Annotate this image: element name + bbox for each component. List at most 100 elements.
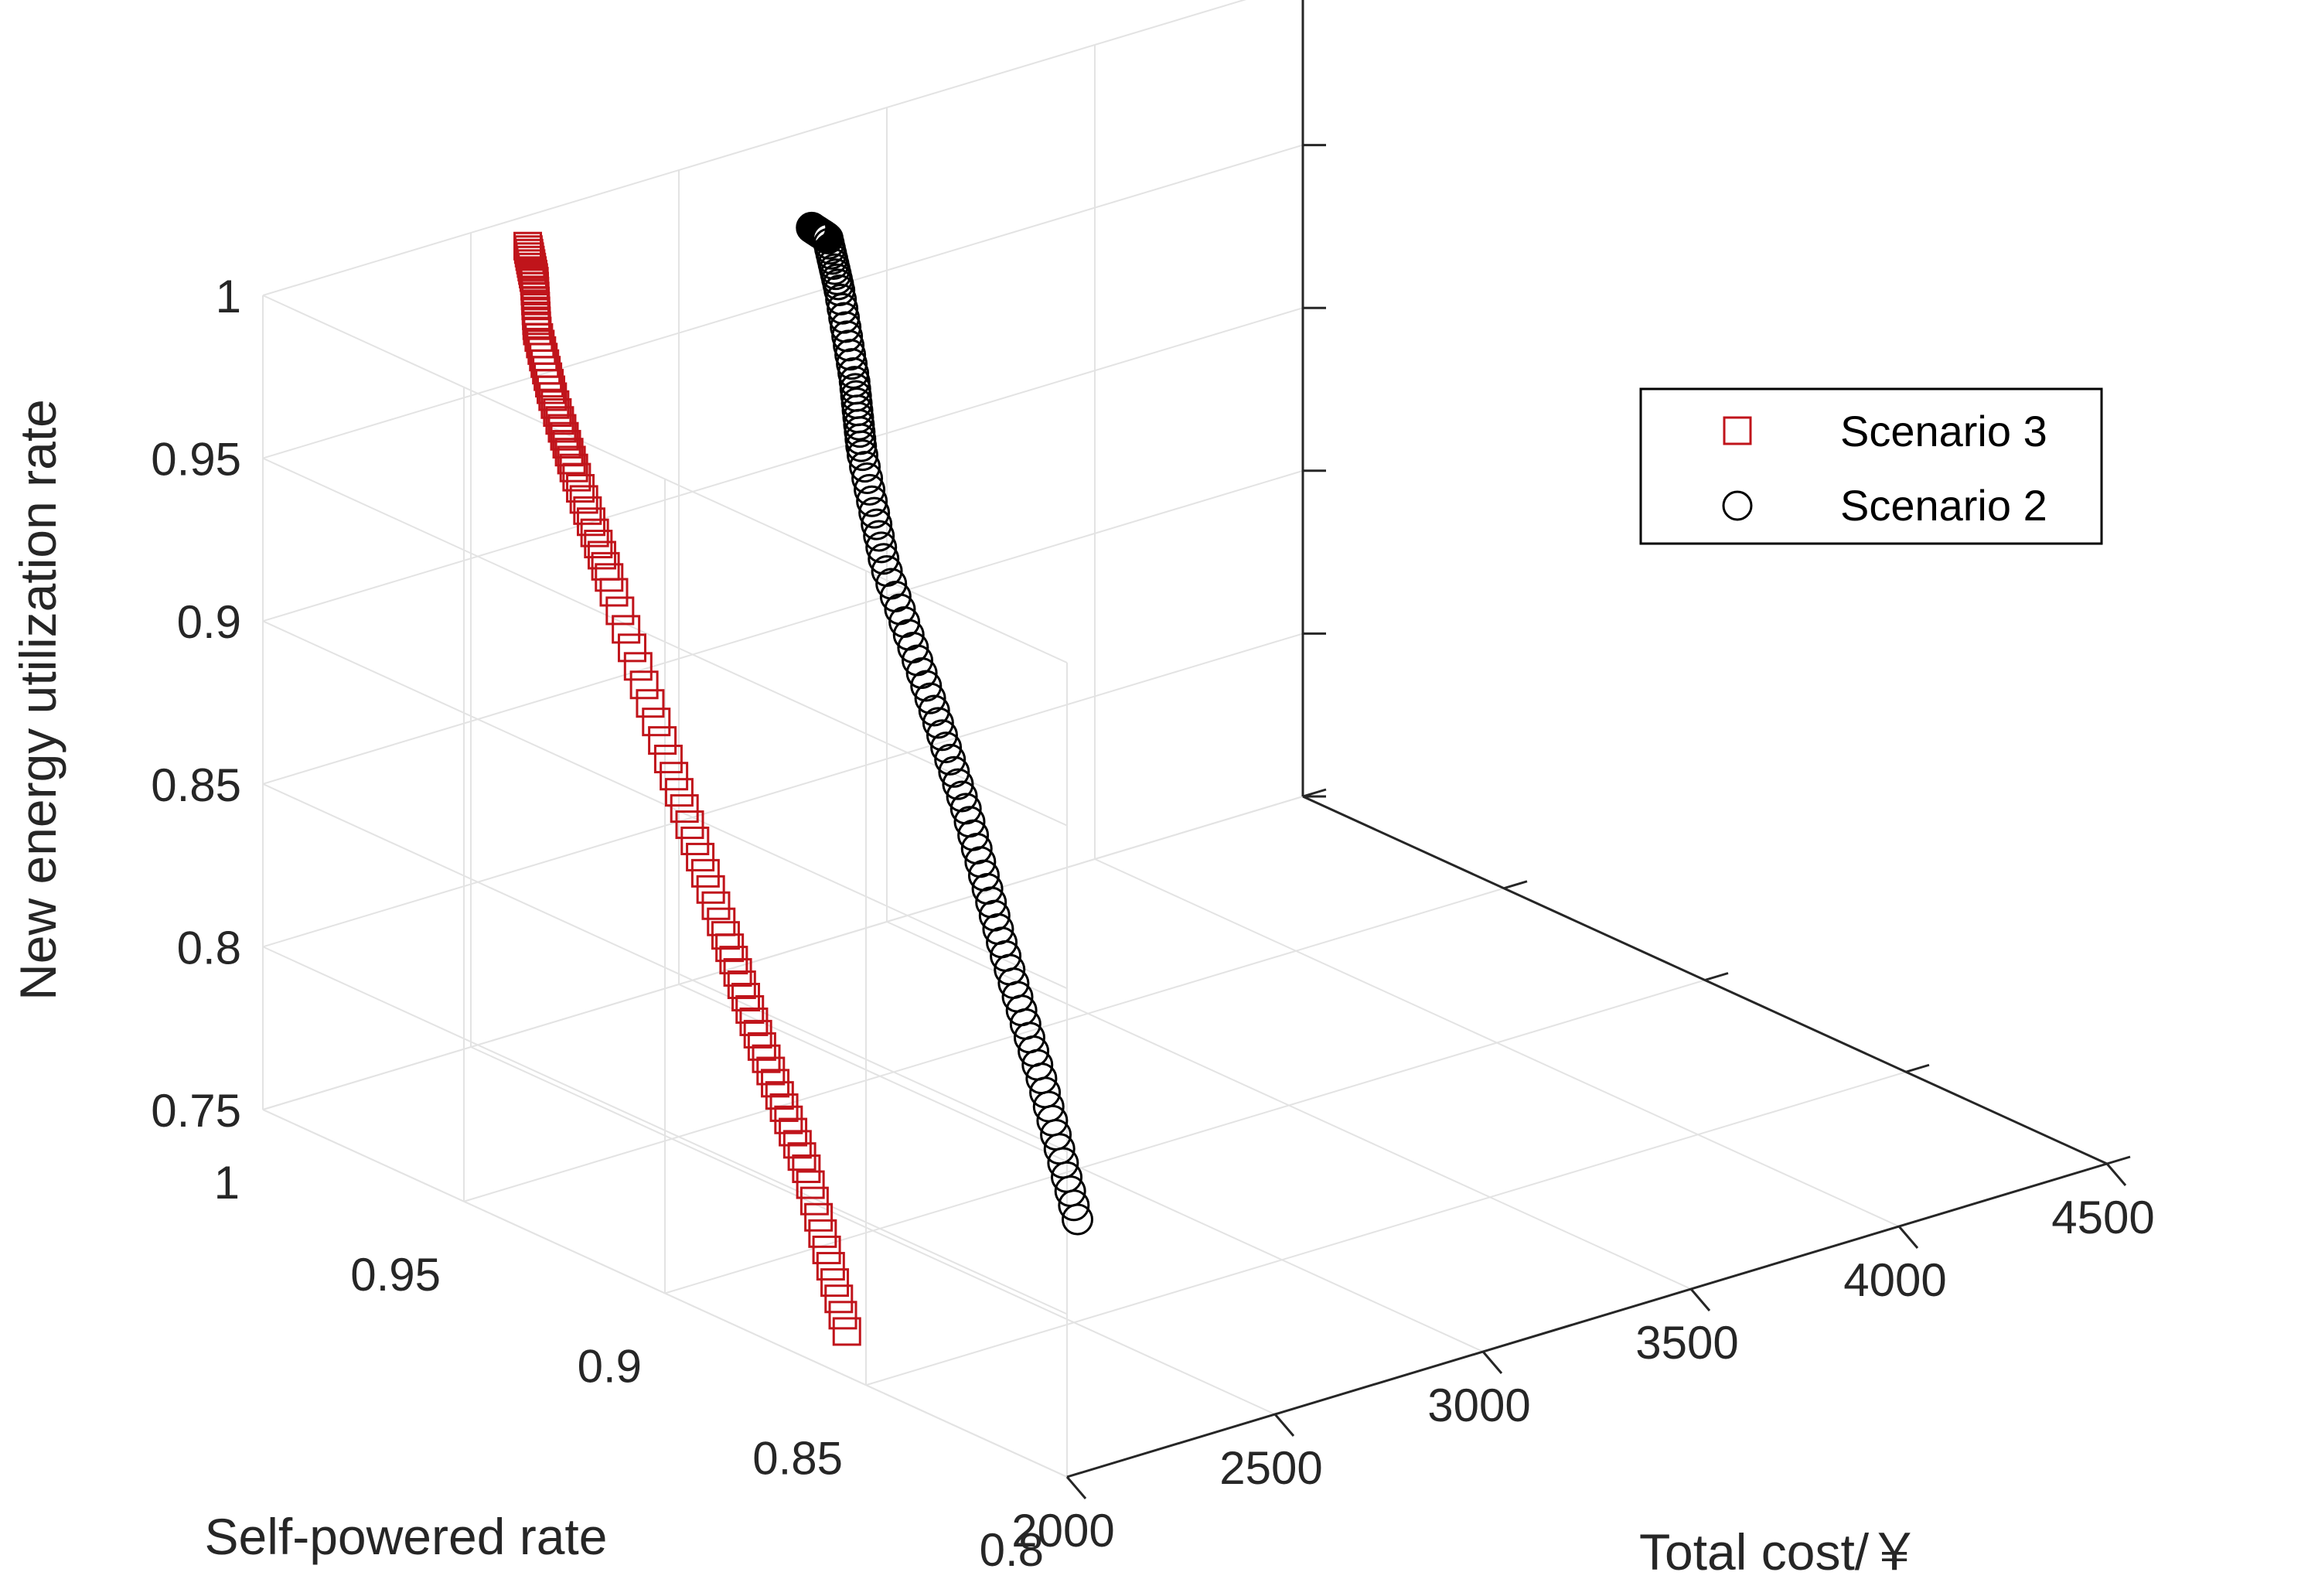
data-point xyxy=(875,568,908,600)
x-tick-mark xyxy=(1065,1476,1087,1499)
x-tick-mark xyxy=(1481,1351,1503,1374)
back-wall-grid-line xyxy=(262,796,1304,1110)
grid-lines xyxy=(262,0,2108,1478)
data-point xyxy=(670,794,699,824)
data-point xyxy=(804,1202,834,1232)
data-point xyxy=(543,397,572,427)
data-point xyxy=(868,543,900,575)
data-point xyxy=(946,780,978,813)
z-axis-label: New energy utilization rate xyxy=(9,399,66,1001)
data-point xyxy=(953,806,986,838)
data-point xyxy=(854,473,886,506)
legend: Scenario 3 Scenario 2 xyxy=(1639,387,2103,545)
data-series xyxy=(513,211,1093,1346)
data-point xyxy=(566,474,595,503)
y-tick-mark xyxy=(1503,880,1528,890)
x-tick-label: 4500 xyxy=(2051,1192,2154,1243)
data-point xyxy=(918,694,950,727)
data-point xyxy=(949,793,982,825)
x-axis-label: Total cost/￥ xyxy=(1639,1523,1920,1581)
data-point xyxy=(540,390,570,419)
x-tick-mark xyxy=(2105,1163,2127,1186)
data-point xyxy=(707,907,736,936)
data-point xyxy=(847,439,879,472)
data-point xyxy=(545,406,574,435)
data-point xyxy=(922,707,954,739)
data-point xyxy=(617,633,646,663)
data-point xyxy=(642,708,671,737)
data-point xyxy=(832,1317,861,1346)
back-wall-grid-line xyxy=(262,633,1304,948)
data-point xyxy=(696,875,725,904)
data-point xyxy=(573,496,602,525)
y-tick-label: 0.85 xyxy=(752,1432,843,1484)
x-tick-mark xyxy=(1897,1226,1919,1249)
series-scenario-3 xyxy=(513,231,861,1346)
axes xyxy=(1065,0,2131,1499)
data-point xyxy=(938,755,970,788)
data-point xyxy=(675,810,704,840)
floor-grid-line xyxy=(865,1071,1907,1386)
data-point xyxy=(580,518,609,547)
legend-label-scenario-3: Scenario 3 xyxy=(1840,407,2047,455)
data-point xyxy=(636,689,665,718)
back-wall-grid-line xyxy=(262,144,1304,459)
x-axis-line xyxy=(1066,1162,2108,1478)
data-point xyxy=(856,485,888,517)
data-point xyxy=(838,366,871,398)
z-tick-label: 0.85 xyxy=(151,759,241,811)
side-wall-grid-line xyxy=(262,783,1068,1152)
data-point xyxy=(587,541,616,570)
series-scenario-2 xyxy=(796,211,1093,1236)
data-point xyxy=(828,1301,857,1330)
data-point xyxy=(942,768,974,800)
data-point xyxy=(550,421,579,451)
x-tick-label: 2000 xyxy=(1011,1505,1114,1557)
data-point xyxy=(930,732,963,764)
data-point xyxy=(648,726,677,755)
legend-marker-circle xyxy=(1722,490,1753,521)
legend-box xyxy=(1639,387,2103,545)
y-tick-mark xyxy=(1704,972,1729,981)
z-tick-label: 0.95 xyxy=(151,434,241,486)
data-point xyxy=(629,670,659,700)
side-wall-grid-line xyxy=(262,457,1068,827)
y-tick-mark xyxy=(2106,1155,2131,1165)
y-tick-label: 0.8 xyxy=(980,1524,1044,1576)
data-point xyxy=(796,211,828,244)
data-point xyxy=(812,1235,841,1264)
legend-label-scenario-2: Scenario 2 xyxy=(1840,481,2047,530)
x-tick-label: 3500 xyxy=(1635,1317,1738,1369)
x-tick-mark xyxy=(1273,1414,1295,1437)
data-point xyxy=(825,283,857,315)
data-point xyxy=(816,1252,845,1281)
side-wall-grid-line xyxy=(262,946,1068,1315)
data-point xyxy=(934,743,966,776)
data-point xyxy=(863,520,895,552)
z-tick-label: 0.8 xyxy=(177,922,241,974)
data-point xyxy=(605,596,635,626)
data-point xyxy=(576,507,605,537)
floor-grid-line xyxy=(664,979,1706,1294)
data-point xyxy=(871,554,903,587)
z-tick-label: 1 xyxy=(216,271,241,322)
data-point xyxy=(612,615,641,644)
data-point xyxy=(547,414,577,443)
x-tick-label: 2500 xyxy=(1219,1442,1322,1494)
y-tick-mark xyxy=(1905,1063,1930,1073)
floor-grid-line xyxy=(463,887,1505,1202)
data-point xyxy=(926,719,958,752)
data-point xyxy=(858,496,891,529)
x-tick-mark xyxy=(1689,1288,1711,1311)
data-point xyxy=(552,429,581,459)
data-point xyxy=(584,530,613,559)
data-point xyxy=(653,745,683,774)
data-point xyxy=(562,462,591,492)
data-point xyxy=(623,652,653,681)
y-axis-label: Self-powered rate xyxy=(205,1508,608,1565)
x-tick-label: 4000 xyxy=(1843,1254,1946,1306)
data-point xyxy=(914,682,946,714)
data-point xyxy=(664,778,694,807)
data-point xyxy=(799,1186,829,1216)
